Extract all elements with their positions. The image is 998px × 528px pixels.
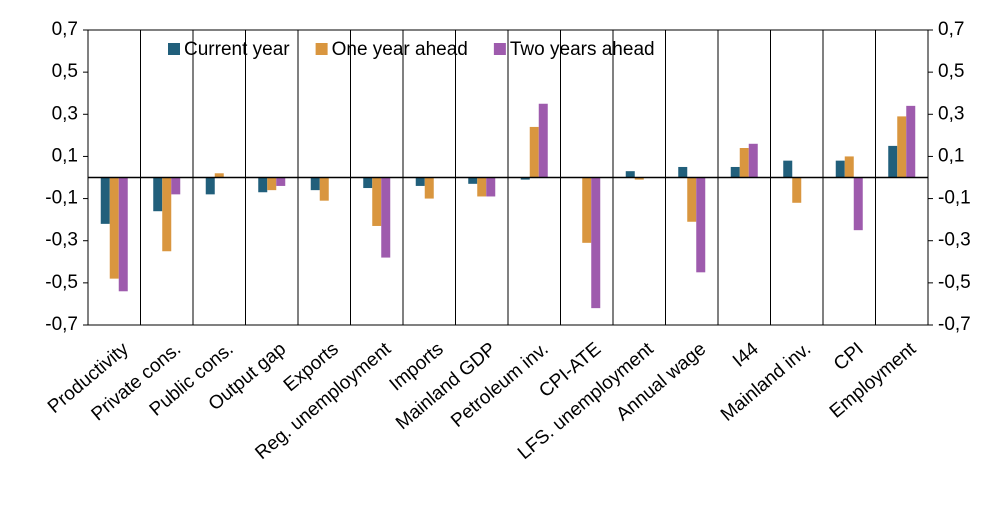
legend-label: Two years ahead (510, 39, 655, 60)
bar (634, 177, 644, 180)
bar (100, 177, 110, 224)
bar (844, 156, 854, 178)
bar (748, 143, 758, 178)
bar (381, 177, 391, 258)
bar (538, 103, 548, 178)
y2-tick-label: 0,7 (938, 19, 964, 40)
y-tick-label: -0,3 (45, 230, 78, 251)
bar (582, 177, 592, 243)
bar (792, 177, 802, 203)
y-tick-label: -0,5 (45, 272, 78, 293)
y-tick-label: 0,7 (52, 19, 78, 40)
bar (625, 171, 635, 178)
bar (486, 177, 496, 197)
y2-tick-label: 0,3 (938, 103, 964, 124)
bar (477, 177, 487, 197)
bar (730, 166, 740, 178)
bar (888, 145, 898, 178)
bar (363, 177, 373, 189)
bar (171, 177, 181, 195)
bar (529, 126, 539, 178)
bar (258, 177, 268, 193)
y2-tick-label: -0,3 (938, 230, 971, 251)
bar (835, 160, 845, 178)
bar (424, 177, 434, 199)
x-tick-label: CPI (830, 339, 868, 375)
bar (906, 105, 916, 178)
bar (853, 177, 863, 231)
bar (783, 160, 793, 178)
legend-swatch (493, 43, 506, 55)
bar (591, 177, 601, 309)
bar (415, 177, 425, 186)
bar (372, 177, 382, 226)
y-tick-label: 0,3 (52, 103, 78, 124)
x-tick-label: I44 (729, 338, 763, 371)
y-tick-label: -0,1 (45, 188, 78, 209)
y2-tick-label: -0,7 (938, 314, 971, 335)
y2-tick-label: 0,5 (938, 61, 964, 82)
y-tick-label: -0,7 (45, 314, 78, 335)
bar (897, 116, 907, 178)
bar (205, 177, 215, 195)
legend-label: One year ahead (332, 39, 468, 60)
legend-label: Current year (184, 39, 290, 60)
y2-tick-label: 0,1 (938, 145, 964, 166)
y2-tick-label: -0,1 (938, 188, 971, 209)
bar (319, 177, 329, 201)
bar (520, 177, 530, 180)
y-tick-label: 0,1 (52, 145, 78, 166)
bar (118, 177, 128, 292)
bar (678, 166, 688, 178)
y-tick-label: 0,5 (52, 61, 78, 82)
bar (468, 177, 478, 184)
bar (162, 177, 172, 252)
bar (267, 177, 277, 191)
x-tick-label: Mainland inv. (717, 339, 815, 426)
bar (276, 177, 286, 186)
bar (109, 177, 119, 279)
legend-swatch (168, 43, 180, 55)
legend-swatch (315, 43, 328, 55)
bar (687, 177, 697, 222)
bar (739, 148, 749, 178)
y2-tick-label: -0,5 (938, 272, 971, 293)
bar (214, 173, 224, 178)
bar (310, 177, 320, 191)
bar (153, 177, 163, 212)
bar (696, 177, 706, 273)
